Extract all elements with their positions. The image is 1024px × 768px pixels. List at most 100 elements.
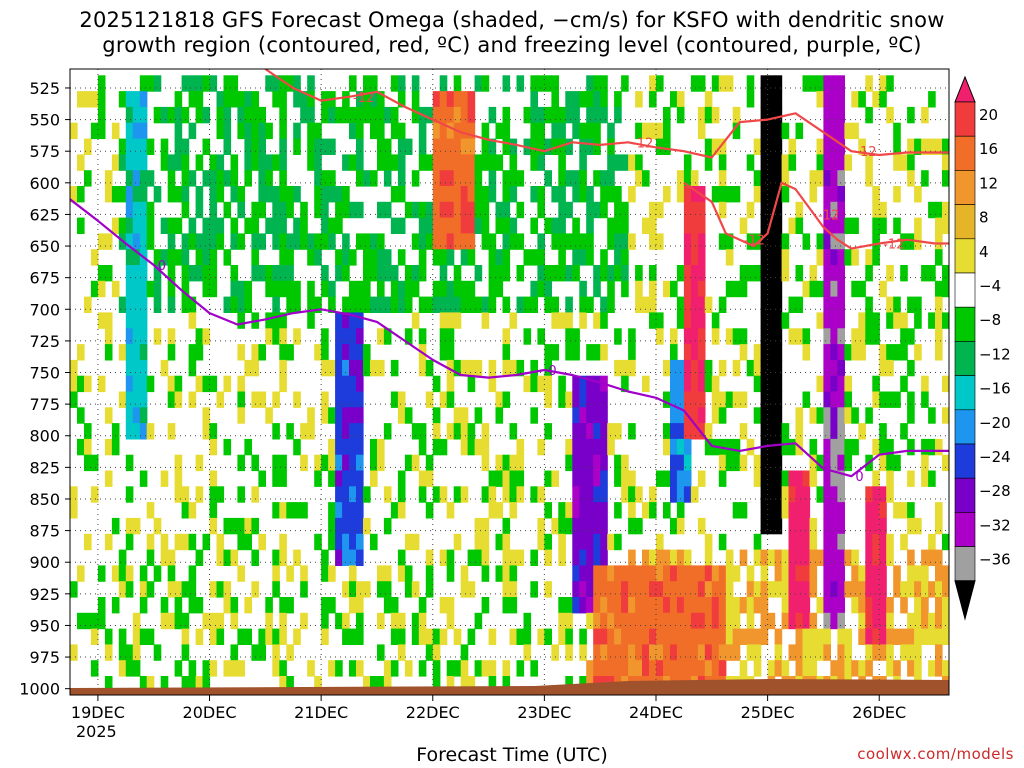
omega-cell (921, 628, 929, 645)
omega-cell (704, 660, 713, 677)
omega-cell (774, 344, 783, 361)
omega-cell (279, 454, 287, 472)
omega-cell (370, 470, 378, 487)
omega-cell (223, 296, 232, 313)
omega-cell (530, 186, 538, 203)
omega-cell (279, 533, 287, 551)
omega-cell (467, 154, 476, 171)
omega-cell (418, 138, 427, 155)
omega-cell (174, 597, 183, 614)
omega-cell (118, 217, 127, 234)
omega-cell (593, 280, 601, 298)
omega-cell (732, 122, 741, 140)
omega-cell (788, 565, 797, 582)
omega-cell (635, 660, 643, 677)
omega-cell (879, 565, 887, 582)
omega-cell (481, 549, 490, 566)
omega-cell (760, 407, 769, 424)
omega-cell (663, 438, 671, 456)
omega-cell (816, 644, 825, 661)
omega-cell (886, 533, 894, 551)
omega-cell (614, 612, 622, 630)
omega-cell (830, 660, 838, 677)
omega-cell (802, 486, 811, 503)
omega-cell (683, 660, 692, 677)
omega-cell (935, 217, 943, 234)
omega-cell (342, 423, 350, 440)
omega-cell (153, 296, 162, 313)
omega-cell (195, 201, 204, 219)
omega-cell (746, 565, 755, 582)
omega-cell (558, 106, 566, 124)
omega-cell (321, 170, 329, 187)
omega-cell (739, 549, 748, 566)
omega-cell (670, 328, 678, 345)
omega-cell (139, 423, 148, 440)
omega-cell (635, 517, 643, 535)
omega-cell (356, 375, 364, 393)
omega-cell (258, 265, 266, 282)
omega-cell (844, 628, 852, 645)
omega-cell (349, 470, 357, 487)
omega-cell (349, 549, 357, 566)
omega-cell (718, 660, 727, 677)
omega-cell (509, 359, 518, 377)
omega-cell (195, 676, 204, 693)
omega-cell (216, 91, 225, 108)
omega-cell (879, 597, 887, 614)
dgz-lower-contour-label: -12 (744, 234, 765, 249)
omega-cell (872, 391, 880, 408)
omega-cell (767, 217, 776, 234)
omega-cell (286, 423, 294, 440)
omega-cell (760, 344, 769, 361)
omega-cell (572, 170, 580, 187)
omega-cell (725, 280, 734, 298)
omega-cell (844, 154, 852, 171)
omega-cell (286, 75, 294, 92)
omega-cell (439, 154, 448, 171)
omega-cell (223, 122, 232, 140)
omega-cell (286, 502, 294, 519)
omega-cell (328, 359, 336, 377)
omega-cell (363, 296, 371, 313)
omega-cell (802, 533, 811, 551)
omega-cell (286, 249, 294, 266)
omega-cell (795, 217, 804, 234)
omega-cell (530, 249, 538, 266)
omega-cell (502, 217, 511, 234)
omega-cell (104, 233, 113, 250)
omega-cell (767, 470, 776, 487)
omega-cell (293, 328, 301, 345)
omega-cell (851, 249, 859, 266)
omega-cell (495, 201, 504, 219)
omega-cell (795, 565, 804, 582)
omega-cell (865, 644, 873, 661)
omega-cell (600, 581, 608, 598)
omega-cell (551, 122, 559, 140)
omega-cell (697, 423, 706, 440)
omega-cell (774, 486, 783, 503)
omega-cell (174, 122, 183, 140)
omega-cell (244, 280, 252, 298)
omega-cell (90, 486, 99, 503)
omega-cell (739, 280, 748, 298)
omega-cell (446, 565, 455, 582)
omega-cell (851, 91, 859, 108)
omega-cell (188, 170, 197, 187)
omega-cell (683, 644, 692, 661)
colorbar-segment (954, 375, 976, 411)
omega-cell (781, 423, 790, 440)
omega-cell (600, 549, 608, 566)
omega-cell (614, 106, 622, 124)
omega-cell (600, 296, 608, 313)
omega-cell (125, 201, 134, 219)
omega-cell (209, 470, 218, 487)
omega-cell (830, 280, 838, 298)
omega-cell (181, 533, 190, 551)
omega-cell (844, 249, 852, 266)
omega-cell (460, 660, 469, 677)
omega-cell (837, 454, 845, 472)
omega-cell (544, 375, 552, 393)
omega-cell (188, 217, 197, 234)
